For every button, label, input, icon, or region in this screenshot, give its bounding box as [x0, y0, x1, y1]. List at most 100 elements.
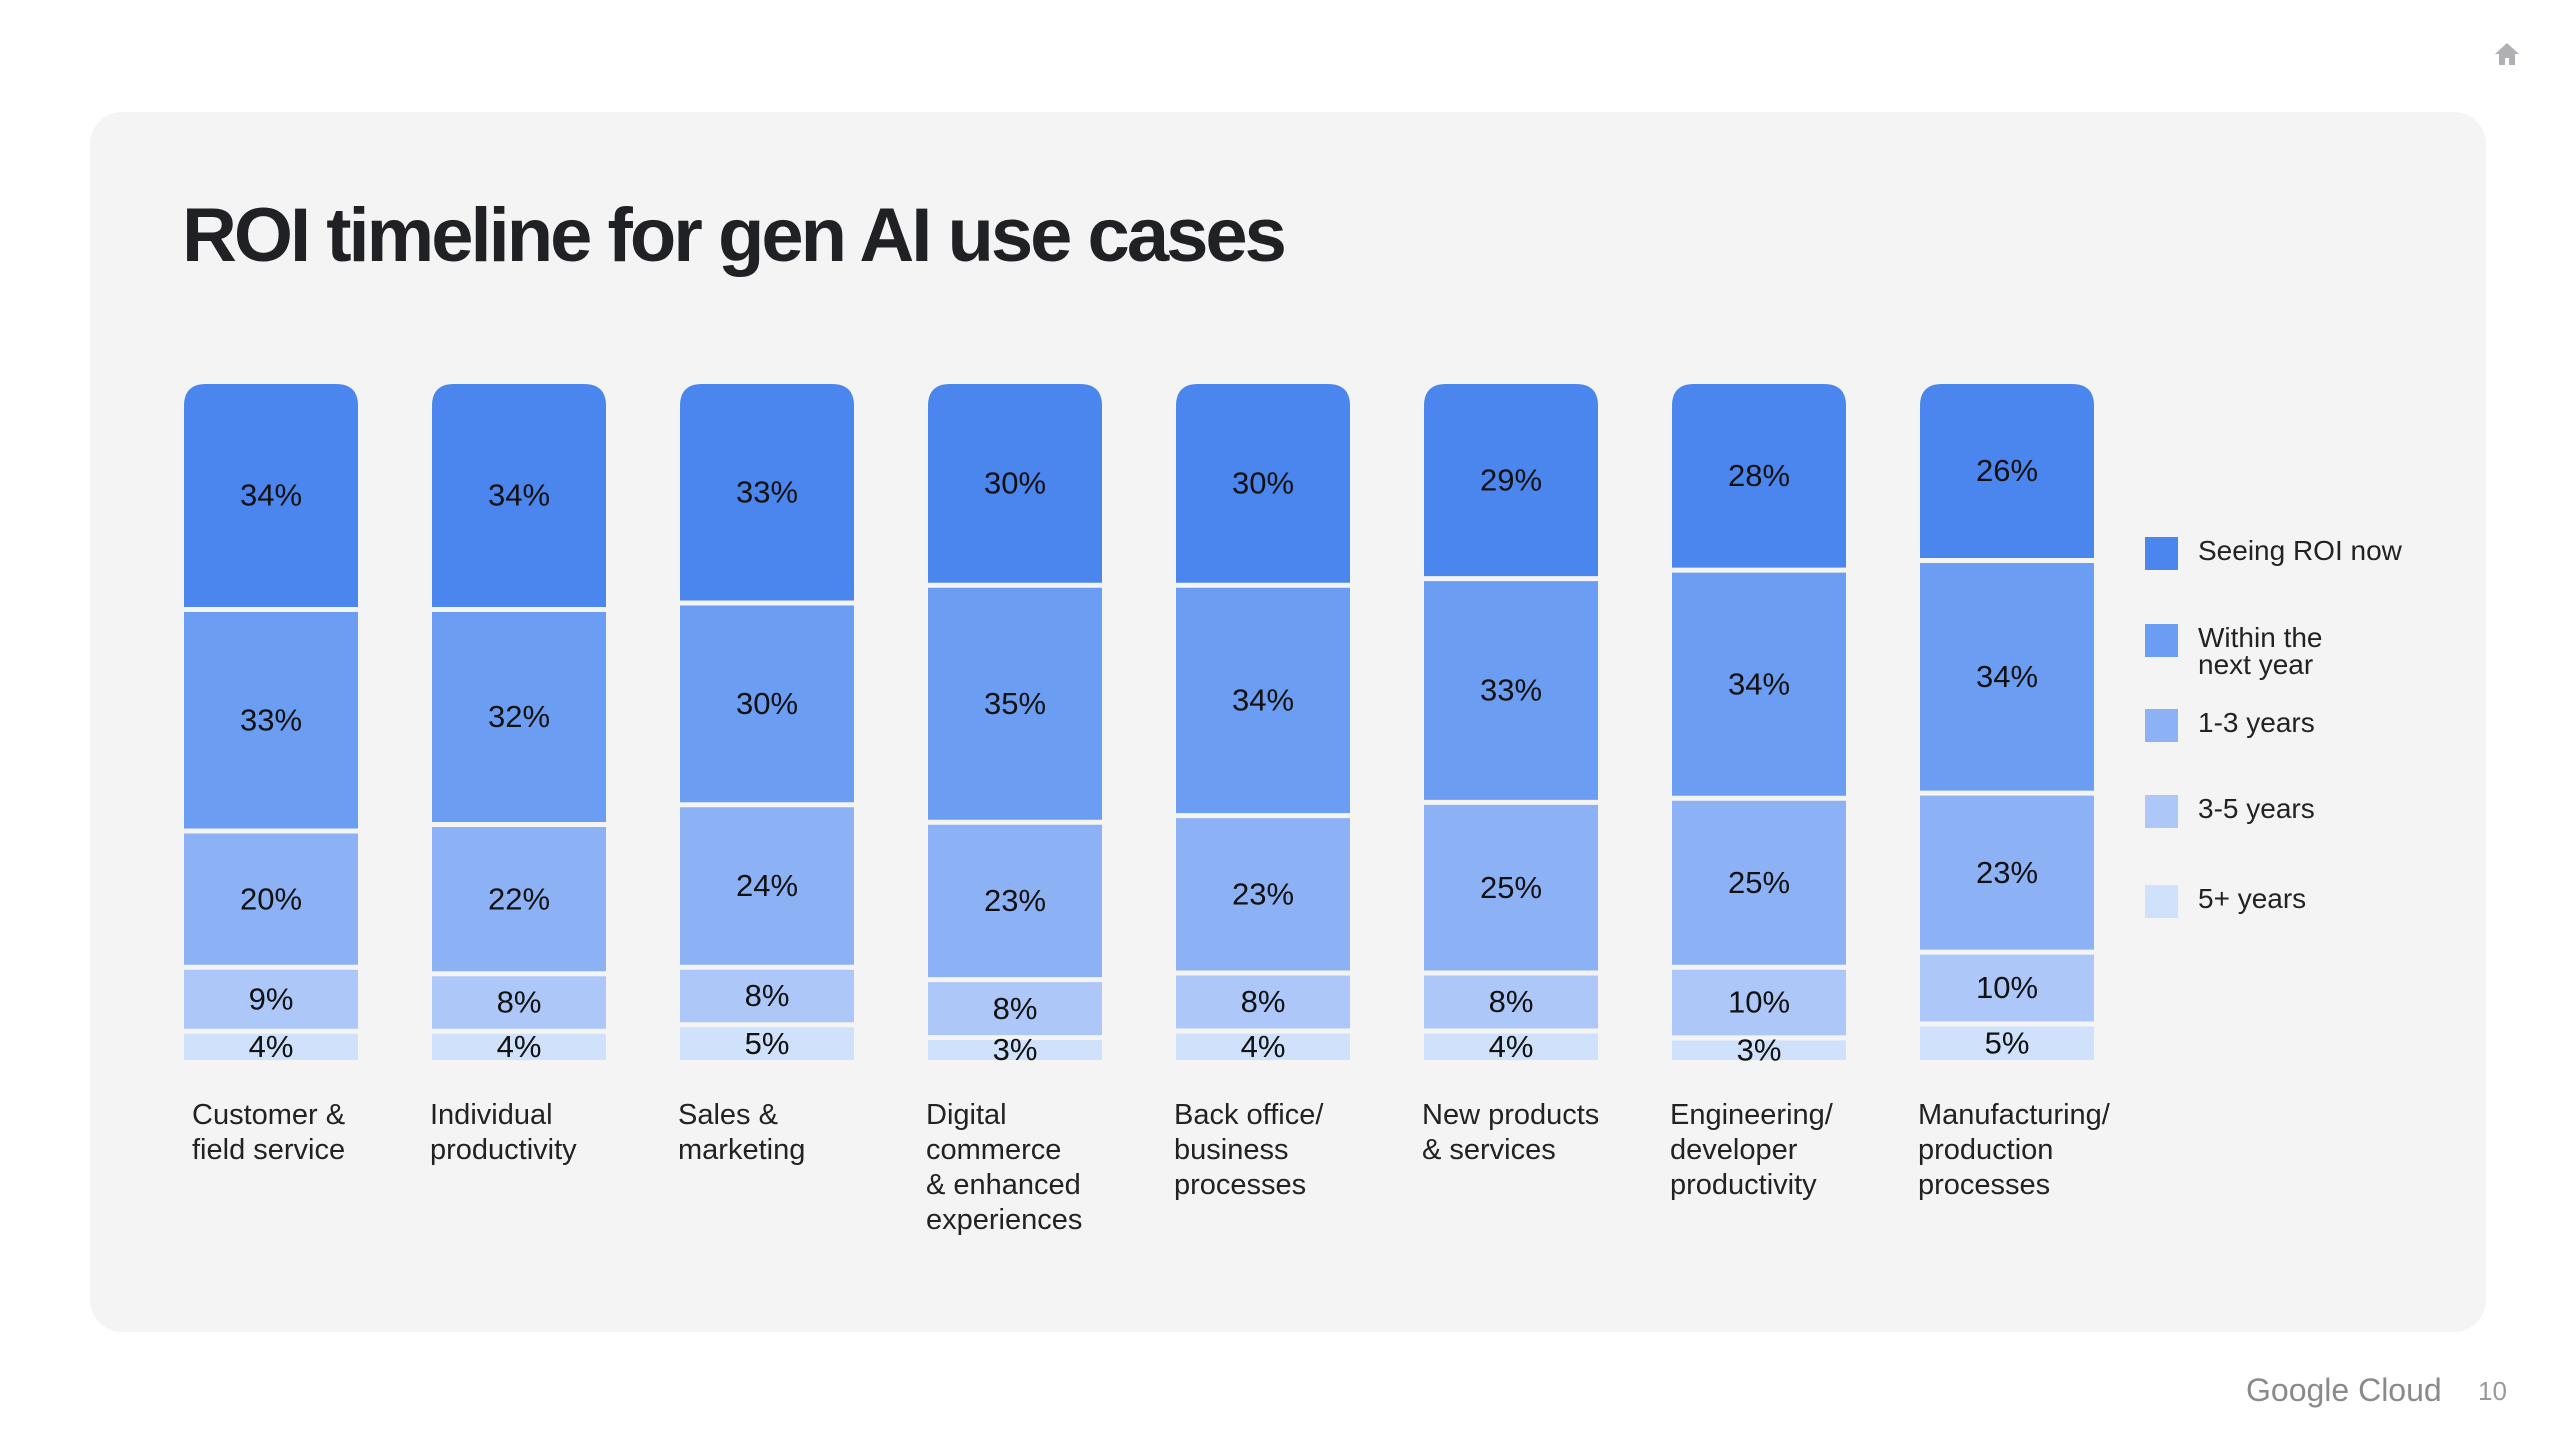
bar-segment — [432, 826, 606, 972]
bar-segment — [1424, 581, 1598, 800]
bar-stack: 28% 34% 25% 10% 3% — [1672, 384, 1846, 1067]
legend-label: 3-5 years — [2198, 793, 2315, 824]
bar-segment — [1176, 384, 1350, 583]
data-label: 4% — [1241, 1029, 1286, 1064]
data-label: 34% — [240, 478, 302, 513]
data-label: 34% — [1976, 659, 2038, 694]
bar-segment — [1920, 1026, 2094, 1060]
data-label: 4% — [249, 1029, 294, 1064]
data-label: 30% — [984, 466, 1046, 501]
data-label: 33% — [240, 702, 302, 737]
data-label: 35% — [984, 686, 1046, 721]
category-label: Individual productivity — [430, 1099, 577, 1166]
bar-segment — [1920, 954, 2094, 1022]
legend-item: 5+ years — [2145, 885, 2458, 918]
bar-segment — [1920, 563, 2094, 791]
bar-segment — [1920, 795, 2094, 950]
bar-segment — [680, 807, 854, 965]
legend-swatch — [2145, 537, 2178, 570]
data-label: 3% — [993, 1032, 1038, 1067]
data-label: 4% — [1489, 1029, 1534, 1064]
bar-segment — [1672, 1040, 1846, 1060]
bar-segment — [1672, 969, 1846, 1036]
data-label: 29% — [1480, 462, 1542, 497]
data-label: 9% — [249, 981, 294, 1016]
bar-stack: 29% 33% 25% 8% 4% — [1424, 384, 1598, 1064]
legend-label: 5+ years — [2198, 883, 2307, 914]
bar-segment — [184, 833, 358, 965]
data-label: 32% — [488, 699, 550, 734]
bar-stack: 34% 32% 22% 8% 4% — [432, 384, 606, 1064]
bar-segment — [1176, 818, 1350, 971]
bar-segment — [1424, 1033, 1598, 1060]
bar-segment — [432, 976, 606, 1029]
legend-label: Within the next year — [2198, 622, 2323, 680]
bar-segment — [1176, 1033, 1350, 1060]
bar-segment — [1672, 384, 1846, 568]
legend-item: Seeing ROI now — [2145, 537, 2458, 570]
bar-stack: 26% 34% 23% 10% 5% — [1920, 384, 2094, 1060]
data-label: 8% — [745, 978, 790, 1013]
data-label: 23% — [1232, 876, 1294, 911]
legend-swatch — [2145, 795, 2178, 828]
data-label: 10% — [1976, 970, 2038, 1005]
bar-segment — [1424, 384, 1598, 577]
data-label: 30% — [1232, 466, 1294, 501]
data-label: 34% — [488, 478, 550, 513]
bar-segment — [184, 612, 358, 829]
category-label: Back office/ business processes — [1174, 1099, 1324, 1201]
bar-stack: 30% 35% 23% 8% 3% — [928, 384, 1102, 1067]
bar-segment — [1176, 587, 1350, 814]
bar-segment — [184, 1033, 358, 1060]
home-icon[interactable] — [2494, 42, 2520, 66]
data-label: 28% — [1728, 458, 1790, 493]
data-label: 34% — [1232, 683, 1294, 718]
bar-segment — [1672, 800, 1846, 965]
bar-segment — [928, 587, 1102, 820]
data-label: 5% — [745, 1026, 790, 1061]
bar-stack: 33% 30% 24% 8% 5% — [680, 384, 854, 1061]
legend-item: 3-5 years — [2145, 795, 2458, 828]
bar-segment — [928, 824, 1102, 978]
bar-segment — [1424, 975, 1598, 1029]
category-label: Sales & marketing — [678, 1099, 806, 1166]
bar-segment — [1176, 975, 1350, 1029]
bar-segment — [1424, 804, 1598, 971]
data-label: 3% — [1737, 1032, 1782, 1067]
bar-stack: 30% 34% 23% 8% 4% — [1176, 384, 1350, 1064]
data-label: 20% — [240, 881, 302, 916]
legend-label: 1-3 years — [2198, 707, 2315, 738]
category-label: Digital commerce & enhanced experiences — [926, 1099, 1083, 1236]
data-label: 33% — [736, 474, 798, 509]
data-label: 4% — [497, 1029, 542, 1064]
data-label: 26% — [1976, 453, 2038, 488]
category-label: Engineering/ developer productivity — [1670, 1099, 1833, 1201]
data-label: 8% — [993, 991, 1038, 1026]
data-label: 8% — [1489, 984, 1534, 1019]
legend-item: Within the next year — [2145, 622, 2458, 680]
bar-segment — [928, 384, 1102, 583]
bar-segment — [680, 969, 854, 1023]
category-label: New products & services — [1422, 1099, 1600, 1166]
chart-title: ROI timeline for gen AI use cases — [182, 193, 1287, 278]
legend-swatch — [2145, 885, 2178, 918]
bar-segment — [1672, 572, 1846, 796]
data-label: 25% — [1728, 865, 1790, 900]
bar-segment — [432, 1033, 606, 1060]
category-label: Manufacturing/ production processes — [1918, 1099, 2110, 1201]
bar-segment — [680, 384, 854, 601]
bar-segment — [928, 1040, 1102, 1060]
bar-segment — [184, 969, 358, 1029]
category-label: Customer & field service — [192, 1099, 346, 1166]
bar-segment — [184, 384, 358, 608]
legend-swatch — [2145, 709, 2178, 742]
page-number: 10 — [2478, 1376, 2507, 1406]
data-label: 25% — [1480, 870, 1542, 905]
data-label: 8% — [1241, 984, 1286, 1019]
data-label: 34% — [1728, 666, 1790, 701]
bar-segment — [680, 605, 854, 803]
legend-label: Seeing ROI now — [2198, 535, 2402, 566]
data-label: 23% — [1976, 855, 2038, 890]
google-cloud-logo: Google Cloud — [2246, 1372, 2442, 1408]
